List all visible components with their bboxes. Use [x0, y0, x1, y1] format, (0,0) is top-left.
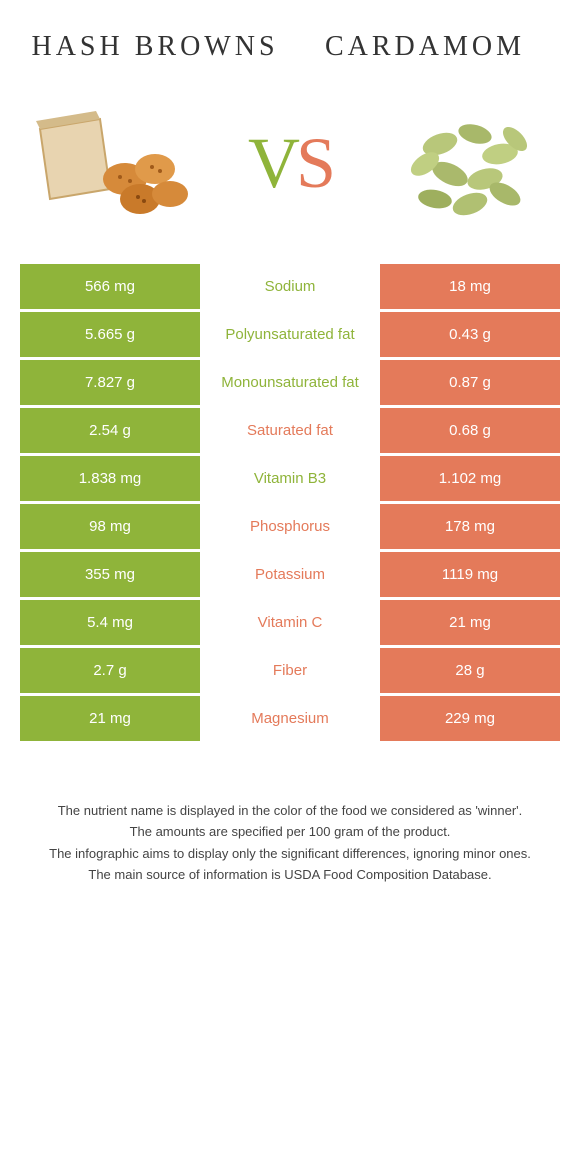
nutrient-label: Potassium [200, 552, 380, 597]
nutrient-label: Vitamin C [200, 600, 380, 645]
footer-line-3: The infographic aims to display only the… [30, 844, 550, 864]
nutrient-label: Magnesium [200, 696, 380, 741]
value-left: 5.665 g [20, 312, 200, 357]
nutrient-label: Sodium [200, 264, 380, 309]
value-left: 7.827 g [20, 360, 200, 405]
nutrient-label: Vitamin B3 [200, 456, 380, 501]
value-right: 178 mg [380, 504, 560, 549]
header: HASH BROWNS CARDAMOM [0, 0, 580, 74]
nutrient-label: Phosphorus [200, 504, 380, 549]
food-b-title: CARDAMOM [290, 30, 560, 64]
table-row: 2.7 gFiber28 g [20, 648, 560, 693]
value-left: 1.838 mg [20, 456, 200, 501]
table-row: 1.838 mgVitamin B31.102 mg [20, 456, 560, 501]
nutrient-table: 566 mgSodium18 mg5.665 gPolyunsaturated … [20, 264, 560, 741]
value-right: 1119 mg [380, 552, 560, 597]
value-right: 0.43 g [380, 312, 560, 357]
nutrient-label: Monounsaturated fat [200, 360, 380, 405]
table-row: 7.827 gMonounsaturated fat0.87 g [20, 360, 560, 405]
value-right: 229 mg [380, 696, 560, 741]
footer-line-4: The main source of information is USDA F… [30, 865, 550, 885]
value-right: 18 mg [380, 264, 560, 309]
table-row: 98 mgPhosphorus178 mg [20, 504, 560, 549]
vs-s: S [296, 123, 332, 203]
table-row: 566 mgSodium18 mg [20, 264, 560, 309]
value-right: 28 g [380, 648, 560, 693]
food-b-image [380, 94, 550, 234]
value-left: 21 mg [20, 696, 200, 741]
vs-row: VS [0, 74, 580, 264]
table-row: 5.4 mgVitamin C21 mg [20, 600, 560, 645]
table-row: 5.665 gPolyunsaturated fat0.43 g [20, 312, 560, 357]
nutrient-label: Fiber [200, 648, 380, 693]
value-right: 0.68 g [380, 408, 560, 453]
value-left: 2.7 g [20, 648, 200, 693]
value-right: 0.87 g [380, 360, 560, 405]
footer-line-2: The amounts are specified per 100 gram o… [30, 822, 550, 842]
value-left: 5.4 mg [20, 600, 200, 645]
value-right: 1.102 mg [380, 456, 560, 501]
nutrient-label: Saturated fat [200, 408, 380, 453]
footer-notes: The nutrient name is displayed in the co… [30, 801, 550, 885]
vs-label: VS [248, 122, 332, 205]
value-left: 98 mg [20, 504, 200, 549]
value-right: 21 mg [380, 600, 560, 645]
vs-v: V [248, 123, 296, 203]
value-left: 355 mg [20, 552, 200, 597]
table-row: 21 mgMagnesium229 mg [20, 696, 560, 741]
nutrient-label: Polyunsaturated fat [200, 312, 380, 357]
value-left: 2.54 g [20, 408, 200, 453]
table-row: 2.54 gSaturated fat0.68 g [20, 408, 560, 453]
food-a-image [30, 94, 200, 234]
table-row: 355 mgPotassium1119 mg [20, 552, 560, 597]
footer-line-1: The nutrient name is displayed in the co… [30, 801, 550, 821]
food-a-title: HASH BROWNS [20, 30, 290, 64]
value-left: 566 mg [20, 264, 200, 309]
